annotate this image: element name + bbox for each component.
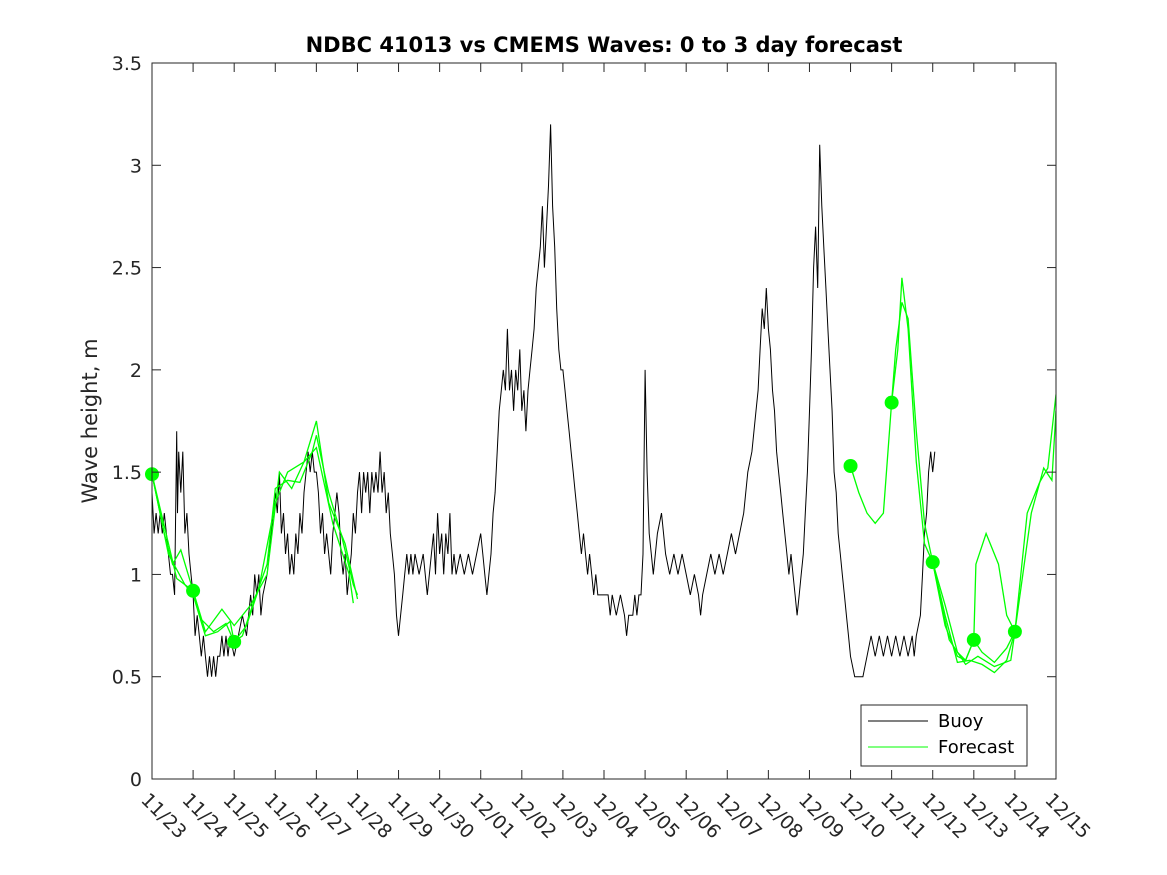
chart-title: NDBC 41013 vs CMEMS Waves: 0 to 3 day fo… — [306, 33, 903, 57]
y-tick-label: 2.5 — [112, 258, 142, 280]
forecast-series-line-4 — [849, 302, 1016, 664]
y-axis-title: Wave height, m — [78, 338, 102, 503]
forecast-init-marker-7 — [966, 632, 981, 647]
y-tick-label: 0.5 — [112, 667, 142, 689]
legend-forecast-label: Forecast — [938, 737, 1014, 758]
y-tick-label: 2 — [130, 360, 142, 382]
y-tick-label: 3 — [130, 155, 142, 177]
plot-area — [152, 63, 1056, 779]
y-tick-label: 0 — [130, 769, 142, 791]
y-tick-label: 3.5 — [112, 53, 142, 75]
forecast-init-marker-2 — [186, 583, 201, 598]
forecast-init-marker-5 — [884, 395, 899, 410]
forecast-init-marker-4 — [843, 459, 858, 474]
forecast-init-marker-8 — [1007, 624, 1022, 639]
forecast-init-marker-3 — [227, 634, 242, 649]
forecast-init-marker-6 — [925, 555, 940, 570]
legend: Buoy Forecast — [860, 704, 1028, 767]
legend-box — [860, 704, 1028, 767]
plot-background — [152, 63, 1056, 779]
y-tick-label: 1 — [130, 564, 142, 586]
legend-buoy-label: Buoy — [938, 711, 984, 732]
forecast-series-line-3 — [152, 446, 354, 634]
forecast-series-line-7 — [932, 410, 1056, 668]
y-tick-label: 1.5 — [112, 462, 142, 484]
